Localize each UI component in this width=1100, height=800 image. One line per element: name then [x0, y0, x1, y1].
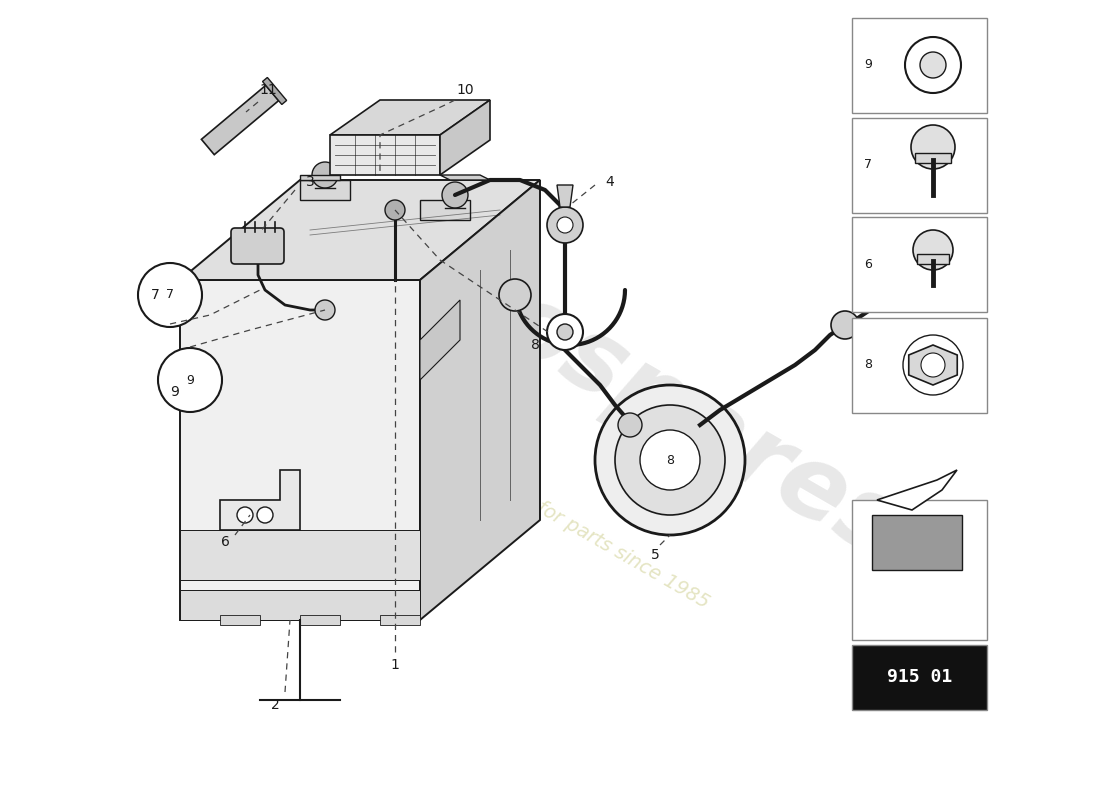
Circle shape [905, 37, 961, 93]
Polygon shape [220, 470, 300, 530]
Bar [852, 218, 987, 313]
Circle shape [138, 263, 202, 327]
Circle shape [158, 348, 222, 412]
Bar [915, 153, 952, 163]
Circle shape [547, 207, 583, 243]
Polygon shape [557, 185, 573, 207]
Text: 915 01: 915 01 [887, 668, 953, 686]
Bar [872, 515, 962, 570]
Bar [852, 318, 987, 413]
Text: 7: 7 [151, 288, 160, 302]
Circle shape [499, 279, 531, 311]
Text: 6: 6 [221, 535, 230, 549]
Polygon shape [877, 470, 957, 510]
Circle shape [557, 324, 573, 340]
Circle shape [595, 385, 745, 535]
Text: 1: 1 [390, 658, 399, 672]
Bar [852, 645, 987, 710]
Bar [852, 500, 987, 640]
Polygon shape [201, 86, 278, 154]
Polygon shape [180, 180, 540, 280]
Circle shape [312, 162, 338, 188]
Circle shape [615, 405, 725, 515]
Polygon shape [180, 530, 420, 580]
Circle shape [236, 507, 253, 523]
Circle shape [618, 413, 642, 437]
Text: a passion for parts since 1985: a passion for parts since 1985 [448, 448, 713, 612]
Circle shape [830, 311, 859, 339]
Text: 10: 10 [456, 83, 474, 97]
Bar [852, 18, 987, 113]
Text: 6: 6 [864, 258, 872, 271]
Polygon shape [180, 280, 420, 620]
Text: 7: 7 [864, 158, 872, 171]
Circle shape [920, 52, 946, 78]
Text: eurospares: eurospares [322, 180, 918, 580]
Text: 8: 8 [666, 454, 674, 466]
Circle shape [257, 507, 273, 523]
Text: 11: 11 [260, 83, 277, 97]
Polygon shape [180, 590, 420, 620]
Circle shape [921, 353, 945, 377]
Text: 9: 9 [186, 374, 194, 386]
Polygon shape [300, 175, 340, 180]
Circle shape [557, 217, 573, 233]
Bar [300, 615, 340, 625]
Text: 3: 3 [306, 175, 315, 189]
Bar [220, 615, 260, 625]
Polygon shape [420, 180, 540, 620]
Bar [379, 615, 420, 625]
Text: 2: 2 [271, 698, 279, 712]
Circle shape [640, 430, 700, 490]
Polygon shape [263, 78, 287, 105]
Circle shape [385, 200, 405, 220]
Polygon shape [300, 180, 350, 200]
Text: 8: 8 [530, 338, 539, 352]
Text: 9: 9 [170, 385, 179, 399]
Polygon shape [420, 300, 460, 380]
Text: 7: 7 [166, 289, 174, 302]
Text: 9: 9 [864, 58, 872, 71]
Polygon shape [330, 135, 440, 175]
Text: 4: 4 [606, 175, 615, 189]
FancyBboxPatch shape [231, 228, 284, 264]
Polygon shape [440, 100, 490, 175]
Polygon shape [420, 200, 470, 220]
Circle shape [913, 230, 953, 270]
Polygon shape [909, 345, 957, 385]
Bar [852, 118, 987, 213]
Circle shape [911, 125, 955, 169]
Text: 5: 5 [650, 548, 659, 562]
Polygon shape [330, 100, 490, 135]
Polygon shape [440, 175, 490, 180]
Circle shape [442, 182, 468, 208]
Bar [917, 254, 949, 264]
Text: 8: 8 [864, 358, 872, 371]
Circle shape [547, 314, 583, 350]
Circle shape [315, 300, 336, 320]
